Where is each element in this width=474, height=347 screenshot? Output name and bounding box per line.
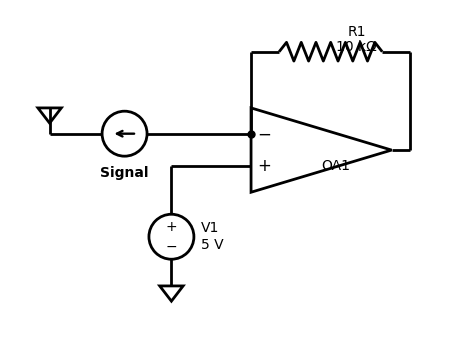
Text: OA1: OA1 <box>321 160 350 174</box>
Text: $-$: $-$ <box>165 239 177 253</box>
Text: 5 V: 5 V <box>201 238 224 252</box>
Text: $-$: $-$ <box>257 125 271 143</box>
Text: V1: V1 <box>201 221 219 235</box>
Text: 10 kΩ: 10 kΩ <box>336 40 377 54</box>
Text: R1: R1 <box>347 25 366 39</box>
Text: $+$: $+$ <box>257 158 271 176</box>
Text: Signal: Signal <box>100 167 149 180</box>
Text: $+$: $+$ <box>165 220 177 234</box>
